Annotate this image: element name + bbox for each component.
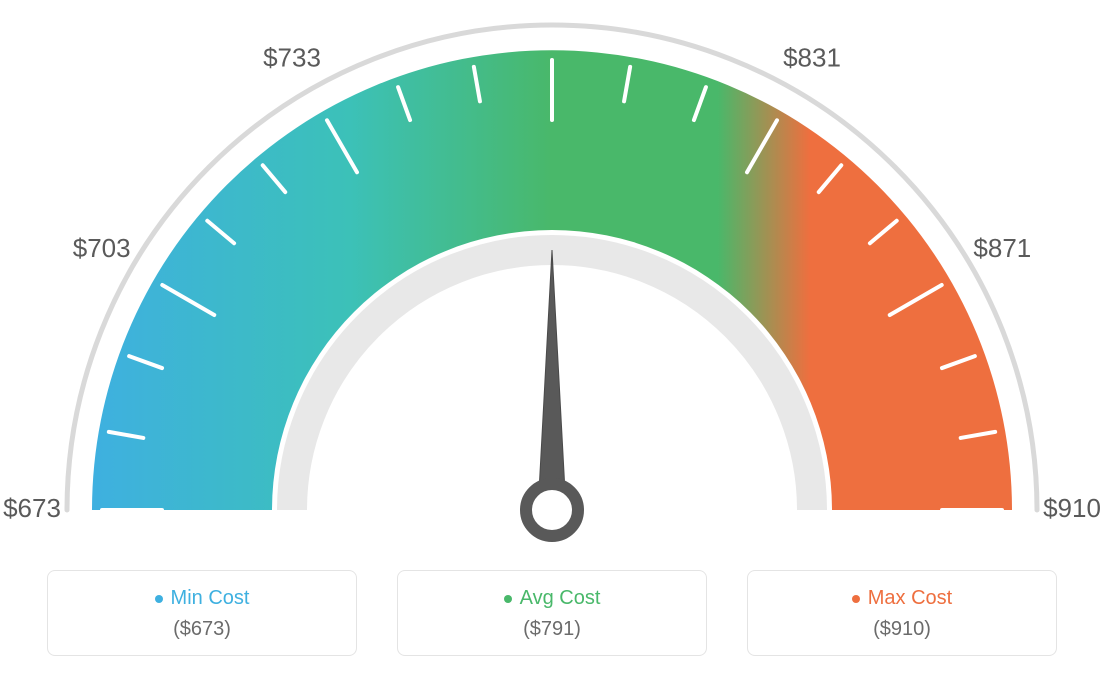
legend-value-max: ($910) [758, 618, 1046, 641]
legend-label-avg: Avg Cost [520, 587, 601, 610]
legend-dot-avg [504, 595, 512, 603]
legend-dot-max [852, 595, 860, 603]
svg-text:$831: $831 [783, 43, 841, 73]
legend-label-max: Max Cost [868, 587, 952, 610]
legend-value-avg: ($791) [408, 618, 696, 641]
legend-card-min: Min Cost ($673) [47, 570, 357, 656]
legend-value-min: ($673) [58, 618, 346, 641]
legend-dot-min [155, 595, 163, 603]
legend-card-max: Max Cost ($910) [747, 570, 1057, 656]
cost-gauge-chart: $673 $703 $733 $791 $831 $871 $910 [0, 0, 1104, 560]
legend-label-min: Min Cost [171, 587, 250, 610]
svg-text:$673: $673 [3, 493, 61, 523]
legend-card-avg: Avg Cost ($791) [397, 570, 707, 656]
legend-row: Min Cost ($673) Avg Cost ($791) Max Cost… [0, 570, 1104, 656]
svg-text:$791: $791 [523, 0, 581, 3]
svg-text:$703: $703 [73, 233, 131, 263]
svg-text:$733: $733 [263, 43, 321, 73]
svg-text:$910: $910 [1043, 493, 1101, 523]
svg-text:$871: $871 [973, 233, 1031, 263]
